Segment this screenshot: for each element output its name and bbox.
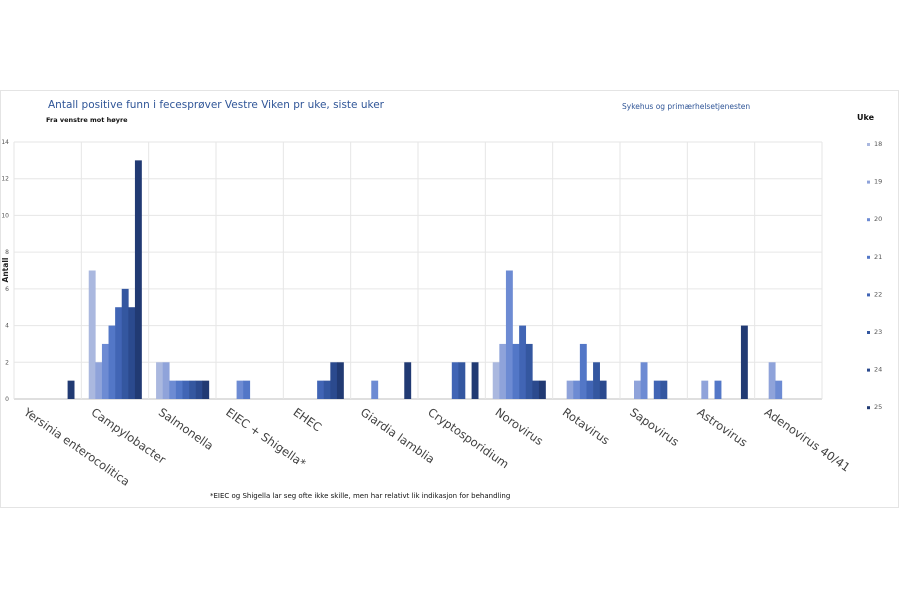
chart-subtitle: Fra venstre mot høyre [46, 116, 128, 124]
legend-label-18: 18 [874, 140, 882, 148]
bar-24-3 [195, 380, 203, 399]
bar-19-9 [566, 380, 574, 399]
bar-20-8 [505, 270, 513, 399]
bar-23-8 [525, 343, 533, 399]
legend-label-23: 23 [874, 328, 882, 336]
legend-swatch-20 [867, 218, 870, 222]
bar-23-5 [323, 380, 331, 399]
category-label: Sapovirus [627, 405, 681, 449]
y-tick-label: 8 [5, 249, 9, 256]
legend-swatch-22 [867, 293, 870, 297]
chart-frame [0, 90, 899, 508]
bar-25-1 [67, 380, 75, 399]
category-label: Rotavirus [560, 405, 612, 447]
bar-24-5 [330, 362, 338, 399]
legend-swatch-21 [867, 255, 870, 259]
chart-source: Sykehus og primærhelsetjenesten [622, 102, 751, 111]
bar-25-2 [134, 160, 142, 399]
bar-21-9 [579, 343, 587, 399]
bar-23-3 [189, 380, 196, 399]
legend-label-20: 20 [874, 215, 882, 223]
bar-21-8 [512, 343, 520, 399]
legend-label-25: 25 [874, 403, 882, 411]
bar-20-9 [573, 380, 581, 399]
legend-title: Uke [857, 113, 875, 122]
bar-24-9 [599, 380, 607, 399]
bar-22-5 [317, 380, 325, 399]
bar-20-4 [236, 380, 244, 399]
bar-20-3 [169, 380, 177, 399]
bar-18-8 [492, 362, 500, 399]
legend-label-22: 22 [874, 290, 882, 298]
bar-23-10 [660, 380, 668, 399]
category-label: Giardia lamblia [358, 405, 437, 466]
category-label: Norovirus [493, 405, 546, 448]
bar-21-2 [108, 325, 116, 399]
bar-20-12 [775, 380, 783, 399]
legend-swatch-19 [867, 180, 870, 184]
bar-19-10 [634, 380, 641, 399]
bar-22-2 [115, 307, 123, 399]
footnote: *EIEC og Shigella lar seg ofte ikke skil… [210, 492, 511, 500]
bar-21-4 [243, 380, 251, 399]
bar-19-12 [768, 362, 776, 399]
legend-swatch-18 [867, 143, 870, 146]
y-tick-label: 0 [5, 396, 9, 403]
bar-22-7 [451, 362, 459, 399]
category-label: Adenovirus 40/41 [762, 405, 853, 474]
category-label: EHEC [291, 405, 325, 434]
bar-20-6 [371, 380, 379, 399]
y-tick-label: 4 [5, 323, 9, 330]
bar-25-7 [471, 362, 479, 399]
bar-24-8 [532, 380, 540, 399]
bar-20-2 [101, 343, 109, 399]
bar-22-8 [519, 325, 527, 399]
bar-22-9 [586, 380, 594, 399]
category-label: Salmonella [156, 405, 216, 453]
chart-title: Antall positive funn i fecesprøver Vestr… [48, 99, 384, 111]
legend-swatch-23 [867, 331, 870, 334]
bar-22-10 [653, 380, 661, 399]
category-label: Yersinia enterocolitica [20, 404, 132, 488]
bar-19-3 [162, 362, 170, 399]
bar-18-2 [88, 270, 96, 399]
legend-swatch-25 [867, 406, 870, 410]
bar-25-8 [538, 380, 546, 399]
y-tick-label: 12 [1, 176, 9, 183]
bar-19-11 [701, 380, 709, 399]
legend-label-24: 24 [874, 366, 882, 374]
bar-23-2 [121, 288, 129, 399]
bar-20-10 [640, 362, 648, 399]
y-tick-label: 6 [5, 286, 9, 293]
bar-21-3 [175, 380, 183, 399]
bar-25-3 [202, 380, 210, 399]
y-tick-label: 10 [1, 212, 9, 219]
bar-25-6 [404, 362, 412, 399]
bar-21-11 [714, 380, 722, 399]
legend-label-19: 19 [874, 178, 882, 186]
y-axis-label: Antall [1, 258, 10, 283]
y-tick-label: 14 [1, 139, 9, 146]
bar-19-8 [499, 343, 507, 399]
bar-25-5 [336, 362, 344, 399]
bar-22-3 [182, 380, 190, 399]
bar-25-11 [740, 325, 748, 399]
legend-swatch-24 [867, 368, 870, 372]
bar-18-3 [156, 362, 163, 399]
y-tick-label: 2 [5, 359, 9, 366]
bar-23-9 [593, 362, 600, 399]
bar-24-2 [128, 307, 136, 399]
bar-23-7 [458, 362, 466, 399]
category-label: Astrovirus [695, 405, 750, 450]
bar-19-2 [95, 362, 103, 399]
legend-label-21: 21 [874, 253, 882, 261]
